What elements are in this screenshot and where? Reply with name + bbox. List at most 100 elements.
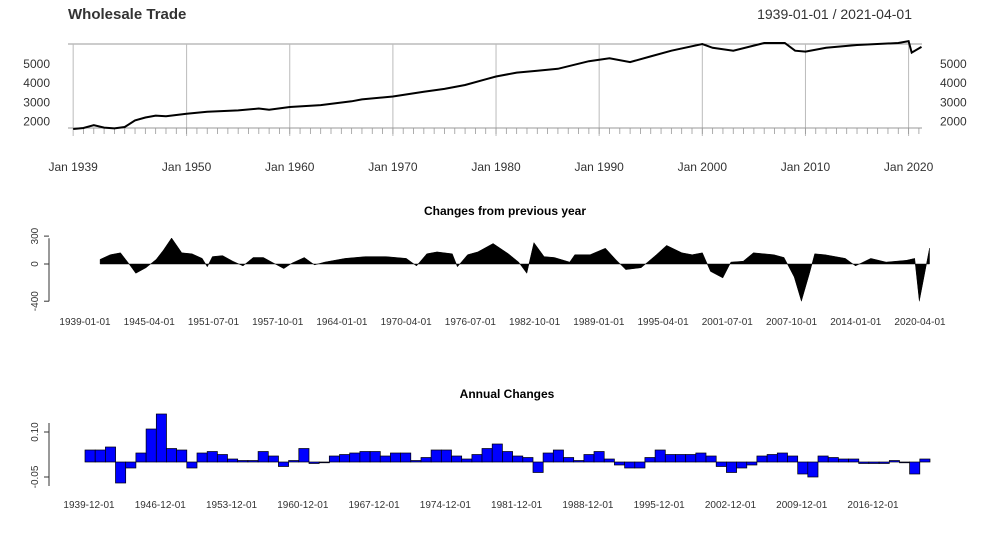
annual-change-bar <box>715 461 727 467</box>
annual-change-bar <box>227 458 239 463</box>
x-tick-label: 1981-12-01 <box>491 500 543 511</box>
x-tick-label: 2009-12-01 <box>776 500 828 511</box>
x-tick-label: 1989-01-01 <box>573 317 625 328</box>
x-tick-label: 1982-10-01 <box>509 317 561 328</box>
annual-change-bar <box>685 454 697 463</box>
x-tick-label: Jan 2010 <box>781 160 831 174</box>
annual-change-bar <box>603 458 615 463</box>
annual-change-bar <box>278 461 289 467</box>
x-tick-label: 2007-10-01 <box>766 317 818 328</box>
annual-change-bar <box>84 449 96 463</box>
y-tick-label-right: 3000 <box>940 95 967 109</box>
x-tick-label: 1953-12-01 <box>206 500 258 511</box>
x-tick-label: 2001-07-01 <box>702 317 754 328</box>
annual-change-bar <box>359 451 371 463</box>
annual-change-bar <box>817 455 829 463</box>
y-tick-label-right: 5000 <box>940 57 967 71</box>
x-tick-label: 1974-12-01 <box>420 500 472 511</box>
wholesale-trade-panel: Wholesale Trade 1939-01-01 / 2021-04-01 … <box>23 6 967 174</box>
annual-change-bar <box>481 448 493 463</box>
x-tick-label: 2016-12-01 <box>847 500 899 511</box>
annual-change-bar <box>726 461 737 473</box>
chart-title: Wholesale Trade <box>68 6 186 23</box>
annual-change-bar <box>115 461 127 484</box>
x-tick-label: 1946-12-01 <box>135 500 187 511</box>
annual-change-bar <box>766 454 778 463</box>
annual-change-bar <box>888 460 900 463</box>
annual-change-bar <box>237 460 249 463</box>
annual-change-bar <box>838 458 849 463</box>
annual-change-bar <box>695 452 707 463</box>
annual-change-bar <box>105 446 116 463</box>
x-tick-label: 1976-07-01 <box>445 317 497 328</box>
annual-change-bar <box>318 461 330 464</box>
x-tick-label: Jan 1970 <box>368 160 418 174</box>
x-tick-label: Jan 1960 <box>265 160 315 174</box>
annual-change-bar <box>746 461 758 466</box>
annual-change-bar <box>797 461 809 475</box>
annual-change-bar <box>675 454 687 463</box>
x-tick-label: 1951-07-01 <box>188 317 240 328</box>
annual-change-bar <box>563 457 575 463</box>
annual-change-bar <box>196 452 208 463</box>
changes-previous-year-panel: Changes from previous year 300 0 -400 1939… <box>30 204 946 328</box>
annual-change-bar <box>94 449 106 463</box>
changes-area <box>99 237 930 303</box>
x-tick-label: 2020-04-01 <box>894 317 946 328</box>
y-tick-label: 0 <box>30 261 41 267</box>
annual-change-bar <box>491 443 503 463</box>
x-tick-label: 1964-01-01 <box>316 317 368 328</box>
annual-change-bar <box>186 461 198 469</box>
annual-change-bar <box>176 449 188 463</box>
annual-change-bar <box>664 454 676 463</box>
x-tick-label: Jan 1939 <box>48 160 98 174</box>
annual-change-bar <box>410 460 422 463</box>
annual-change-bar <box>247 460 259 463</box>
annual-change-bar <box>624 461 636 469</box>
annual-change-bar <box>369 451 381 463</box>
annual-change-bar <box>705 455 717 463</box>
annual-change-bar <box>461 458 473 463</box>
y-tick-label-left: 5000 <box>23 57 50 71</box>
x-tick-label: 1939-01-01 <box>59 317 111 328</box>
annual-change-bar <box>166 448 177 463</box>
annual-change-bar <box>451 455 463 463</box>
annual-change-bar <box>787 455 799 463</box>
annual-change-bar <box>858 461 870 464</box>
x-tick-label: 1939-12-01 <box>63 500 115 511</box>
annual-change-bar <box>593 451 605 463</box>
annual-change-bar <box>216 454 228 463</box>
annual-change-bar <box>776 452 788 463</box>
annual-change-bar <box>328 455 340 463</box>
annual-change-bar <box>614 461 625 466</box>
annual-change-bar <box>573 460 585 463</box>
annual-change-bar <box>542 452 554 463</box>
x-tick-label: 1960-12-01 <box>277 500 329 511</box>
y-tick-label: -400 <box>30 291 41 311</box>
y-tick-label: 0.10 <box>30 422 41 442</box>
x-tick-label: 1970-04-01 <box>381 317 433 328</box>
annual-change-bar <box>848 458 860 463</box>
x-tick-label: Jan 2000 <box>678 160 728 174</box>
x-tick-label: 1945-04-01 <box>124 317 176 328</box>
annual-change-bar <box>919 458 931 463</box>
annual-change-bar <box>430 449 442 463</box>
annual-change-bar <box>155 413 167 463</box>
annual-changes-panel: Annual Changes 0.10 -0.05 1939-12-01 1946-… <box>30 387 931 511</box>
annual-change-bar <box>420 457 432 463</box>
annual-change-bar <box>288 460 300 463</box>
x-tick-label: Jan 2020 <box>884 160 934 174</box>
x-tick-label: 1988-12-01 <box>562 500 614 511</box>
annual-change-bar <box>552 449 564 463</box>
annual-change-bar <box>308 461 320 464</box>
x-tick-label: Jan 1980 <box>471 160 521 174</box>
annual-change-bar <box>868 461 880 464</box>
annual-change-bar <box>899 461 911 464</box>
x-tick-label: Jan 1950 <box>162 160 212 174</box>
annual-change-bar <box>257 451 269 463</box>
x-tick-label: 1967-12-01 <box>349 500 401 511</box>
x-tick-label: 2014-01-01 <box>830 317 882 328</box>
annual-change-bar <box>440 449 452 463</box>
annual-changes-title: Annual Changes <box>460 387 555 401</box>
y-tick-label-left: 2000 <box>23 114 50 128</box>
